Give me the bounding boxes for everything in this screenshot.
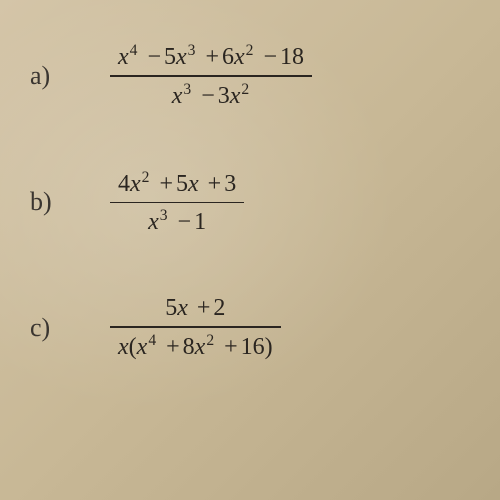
denominator-a: x3 −3x2 [164, 79, 258, 112]
problem-c: c) 5x +2 x(x4 +8x2 +16) [30, 293, 470, 363]
denominator-b: x3 −1 [140, 205, 214, 238]
fraction-c: 5x +2 x(x4 +8x2 +16) [110, 293, 281, 363]
problem-a: a) x4 −5x3 +6x2 −18 x3 −3x2 [30, 40, 470, 112]
problem-label-a: a) [30, 61, 110, 91]
problem-b: b) 4x2 +5x +3 x3 −1 [30, 167, 470, 239]
numerator-b: 4x2 +5x +3 [110, 167, 244, 200]
numerator-c: 5x +2 [157, 293, 233, 324]
fraction-a: x4 −5x3 +6x2 −18 x3 −3x2 [110, 40, 312, 112]
numerator-a: x4 −5x3 +6x2 −18 [110, 40, 312, 73]
fraction-bar-c [110, 326, 281, 328]
problem-label-b: b) [30, 187, 110, 217]
fraction-b: 4x2 +5x +3 x3 −1 [110, 167, 244, 239]
problem-label-c: c) [30, 313, 110, 343]
denominator-c: x(x4 +8x2 +16) [110, 330, 281, 363]
fraction-bar-b [110, 202, 244, 204]
fraction-bar-a [110, 75, 312, 77]
